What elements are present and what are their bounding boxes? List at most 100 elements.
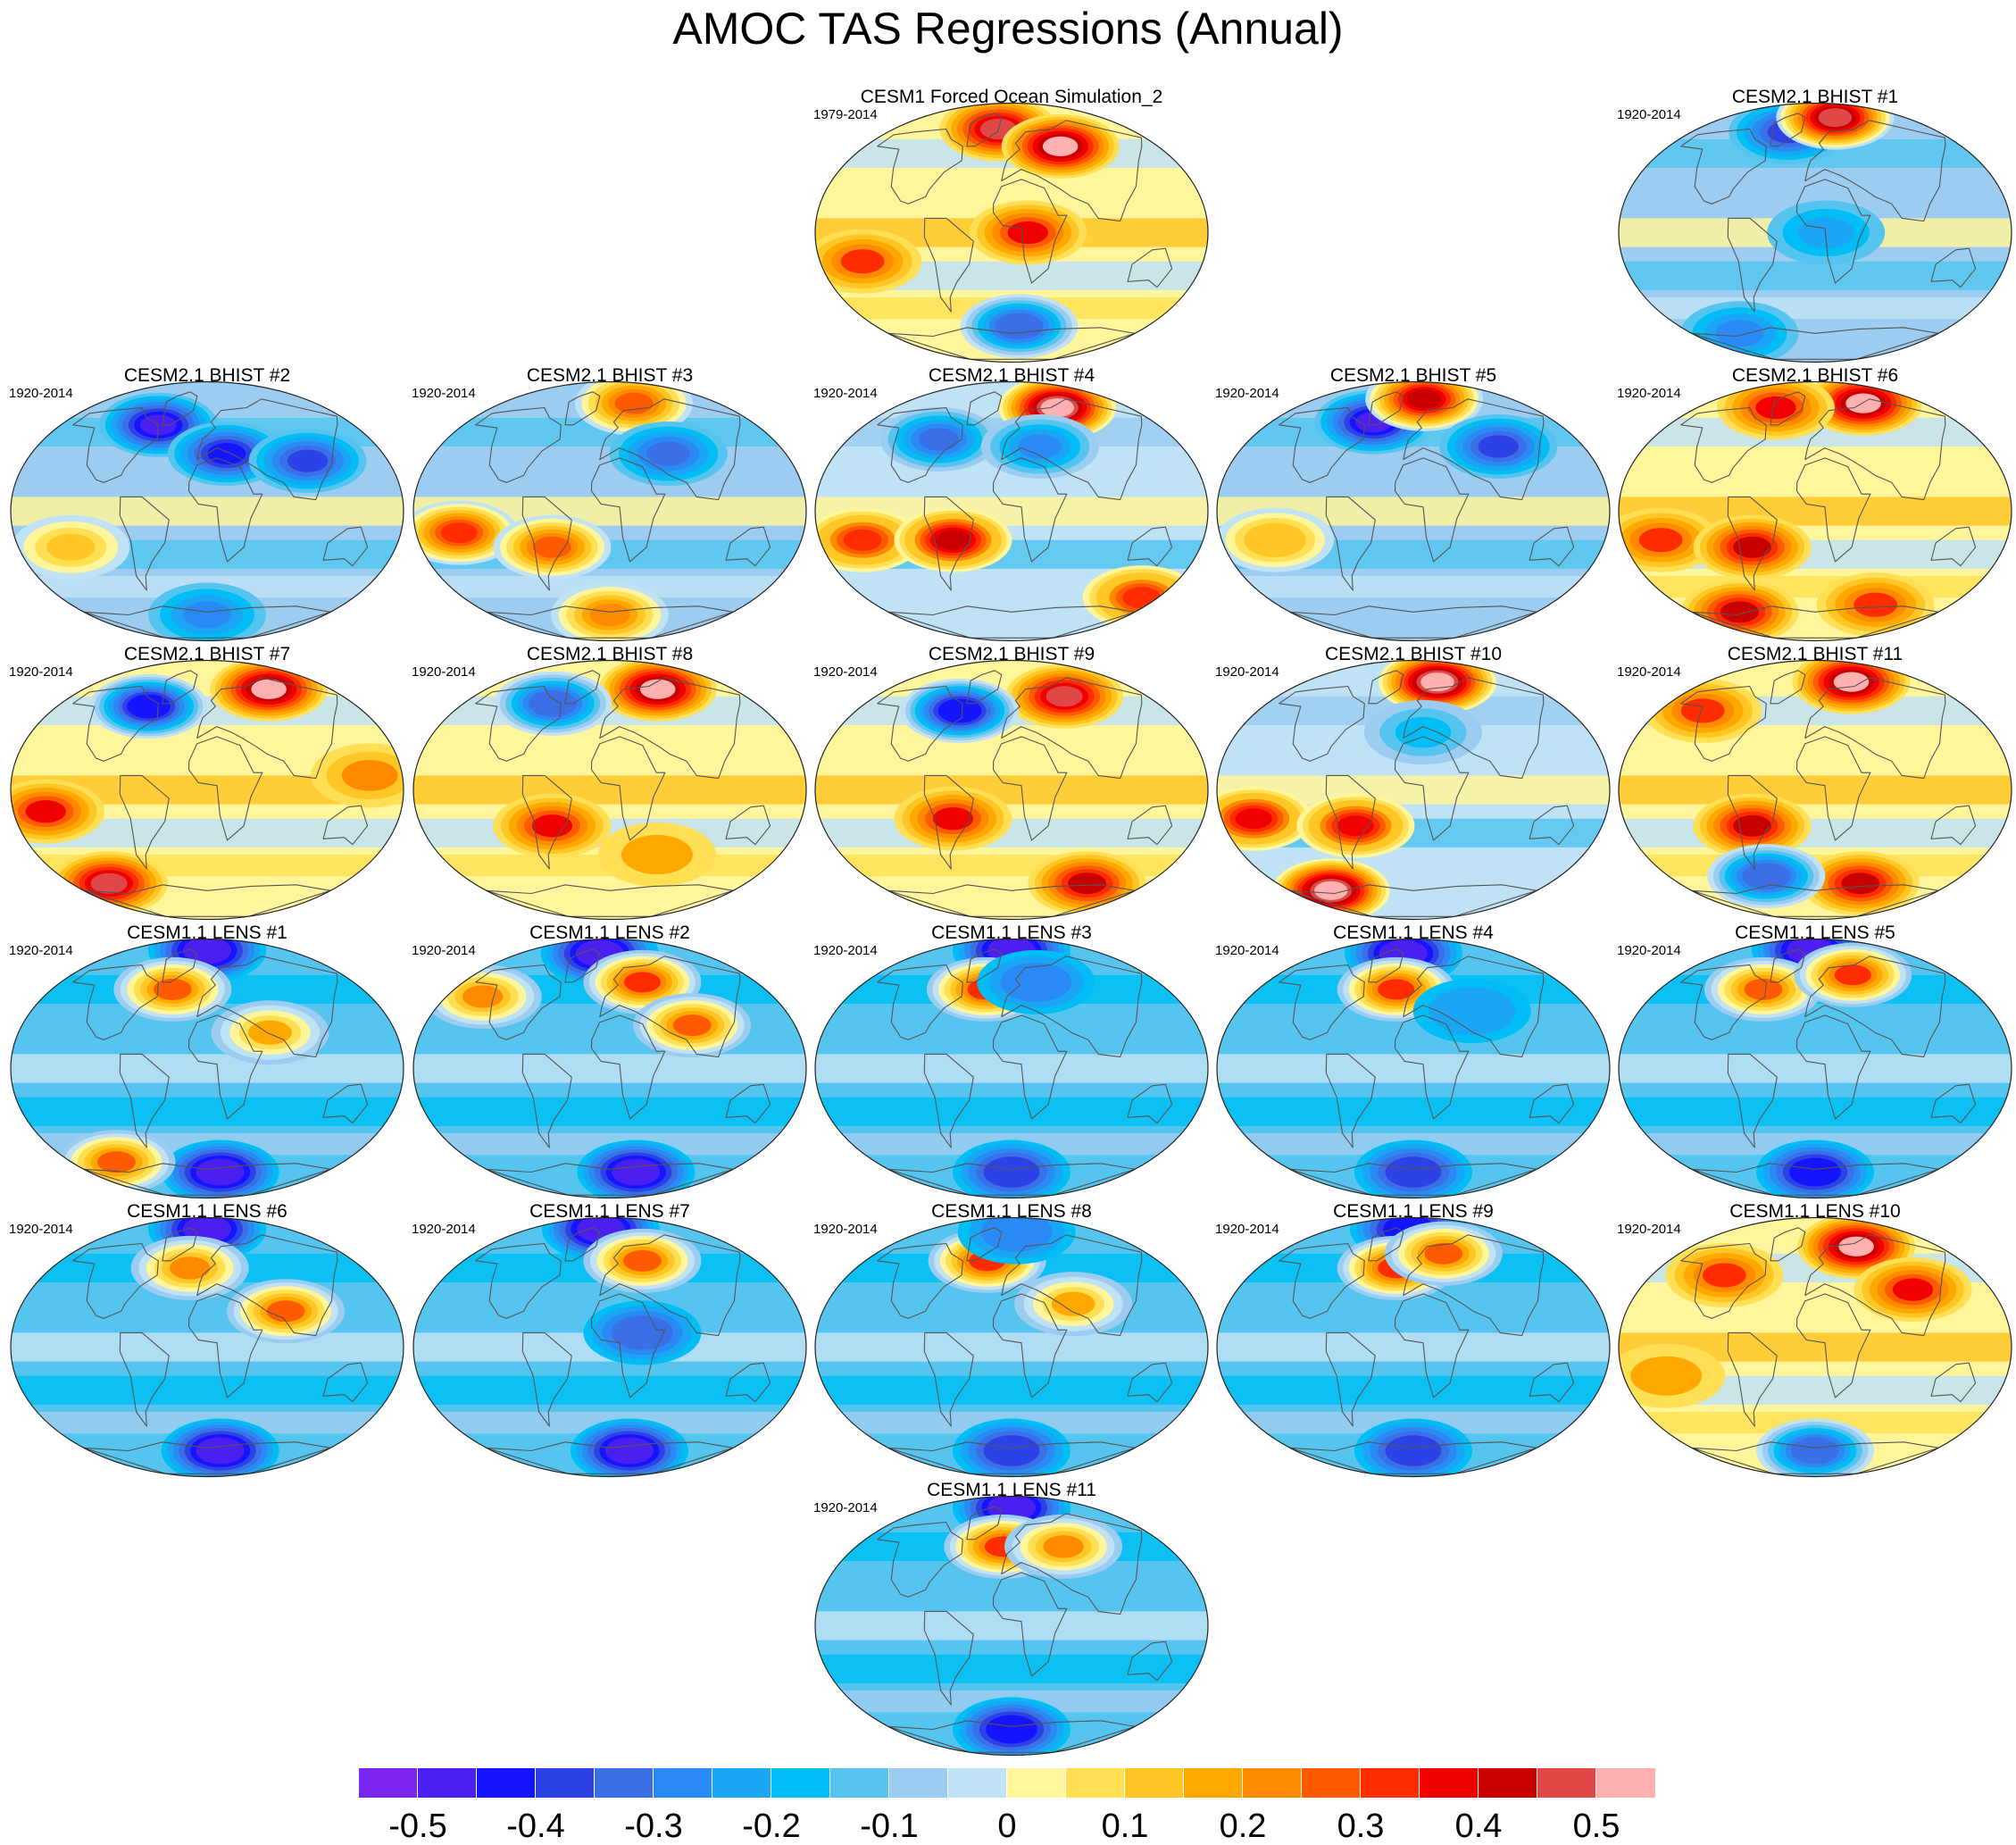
world-map (10, 659, 404, 921)
coastline-europe-asia (196, 956, 338, 1058)
coastline-africa (992, 736, 1068, 841)
contour-blob (1796, 1440, 1834, 1461)
coastline-antarctica (1691, 327, 1939, 360)
coastline-south-america (923, 774, 974, 870)
contour-blob (1314, 881, 1348, 900)
panel-title: CESM1.1 LENS #9 (1333, 1201, 1494, 1222)
world-map (814, 380, 1209, 642)
coastline-europe-asia (599, 398, 741, 501)
colorbar-tick-label: -0.4 (506, 1807, 565, 1845)
map-panel: CESM2.1 BHIST #10 1920-2014 (1213, 644, 1613, 925)
contour-blob (188, 939, 226, 961)
world-map (412, 938, 807, 1199)
coastline-greenland (966, 391, 1003, 426)
map-panel: CESM2.1 BHIST #7 1920-2014 (7, 644, 407, 925)
colorbar-swatch (1301, 1767, 1362, 1799)
coastline-north-america (475, 685, 562, 762)
contour-blob (251, 679, 287, 699)
colorbar (358, 1767, 1656, 1799)
contour-blob (462, 985, 504, 1008)
coastline-africa (1394, 1293, 1470, 1398)
contour-blob (1795, 1161, 1835, 1183)
panel-years: 1920-2014 (412, 1222, 476, 1237)
coastline-australia (322, 805, 369, 846)
coastline-australia (725, 526, 771, 567)
coastline-north-america (877, 406, 963, 483)
latitude-band (815, 818, 1208, 847)
coastline-south-america (521, 1053, 572, 1148)
panel-title: CESM1.1 LENS #2 (529, 922, 690, 943)
coastline-africa (1394, 1014, 1470, 1120)
contour-blob (1733, 536, 1771, 558)
colorbar-swatch (829, 1767, 890, 1799)
panel-years: 1920-2014 (9, 943, 73, 958)
coastline-australia (1127, 1640, 1173, 1682)
coastline-greenland (1770, 1227, 1806, 1262)
coastline-antarctica (887, 605, 1136, 639)
panel-title: CESM2.1 BHIST #5 (1329, 365, 1497, 386)
coastline-south-america (923, 1332, 974, 1427)
colorbar-swatch (888, 1767, 949, 1799)
coastline-europe-asia (1001, 398, 1143, 501)
contour-blob (1680, 698, 1725, 723)
coastline-europe-asia (1804, 120, 1946, 222)
coastline-africa (1795, 179, 1871, 284)
panel-years: 1920-2014 (1215, 943, 1279, 958)
panel-years: 1920-2014 (813, 943, 878, 958)
panel-title: CESM2.1 BHIST #2 (123, 365, 291, 386)
panel-title: CESM1 Forced Ocean Simulation_2 (860, 87, 1163, 107)
map-border (1216, 659, 1611, 921)
map-panel: CESM2.1 BHIST #2 1920-2014 (7, 365, 407, 647)
coastline-south-america (119, 1053, 170, 1148)
coastline-australia (1127, 805, 1173, 846)
coastline-south-america (923, 496, 974, 591)
colorbar-tick-label: 0.5 (1572, 1807, 1620, 1845)
panel-title: CESM2.1 BHIST #8 (526, 644, 694, 664)
coastline-south-america (521, 1332, 572, 1427)
coastline-australia (725, 805, 771, 846)
coastline-australia (1930, 247, 1977, 288)
coastline-greenland (1368, 1227, 1404, 1262)
coastline-greenland (162, 670, 198, 705)
coastline-greenland (1368, 948, 1404, 983)
coastline-greenland (1770, 948, 1806, 983)
latitude-band (11, 1332, 404, 1362)
latitude-band (413, 1375, 806, 1405)
coastline-south-america (119, 496, 170, 591)
map-border (1618, 938, 2012, 1199)
colorbar-swatch (1537, 1767, 1597, 1799)
map-panel: CESM1.1 LENS #2 1920-2014 (410, 922, 810, 1204)
coastline-greenland (966, 1506, 1003, 1540)
latitude-band (11, 1097, 404, 1126)
coastline-antarctica (887, 884, 1136, 917)
contour-blob (90, 872, 128, 894)
contour-blob (840, 249, 885, 274)
contour-blob (672, 1014, 712, 1037)
coastline-antarctica (1289, 1163, 1537, 1196)
contour-blob (153, 978, 192, 1000)
coastline-north-america (475, 964, 562, 1040)
map-panel: CESM2.1 BHIST #6 1920-2014 (1615, 365, 2015, 647)
coastline-greenland (564, 1227, 601, 1262)
coastline-north-america (877, 1521, 963, 1598)
coastline-antarctica (486, 1163, 734, 1196)
contour-blob (621, 1320, 664, 1345)
colorbar-tick-label: -0.3 (624, 1807, 683, 1845)
map-border (1618, 659, 2012, 921)
map-border (1618, 102, 2012, 363)
world-map (412, 659, 807, 921)
coastline-australia (1930, 805, 1977, 846)
coastline-australia (1127, 1083, 1173, 1124)
coastline-greenland (564, 391, 601, 426)
coastline-europe-asia (1403, 677, 1545, 780)
map-panel: CESM2.1 BHIST #9 1920-2014 (812, 644, 1212, 925)
contour-blob (1834, 964, 1871, 986)
panel-years: 1920-2014 (1215, 664, 1279, 680)
contour-blob (1892, 1278, 1934, 1301)
world-map (1216, 938, 1611, 1199)
coastline-australia (1127, 1362, 1173, 1403)
coastline-north-america (1680, 128, 1767, 205)
coastline-antarctica (486, 1441, 734, 1474)
coastline-greenland (966, 948, 1003, 983)
map-border (10, 659, 404, 921)
